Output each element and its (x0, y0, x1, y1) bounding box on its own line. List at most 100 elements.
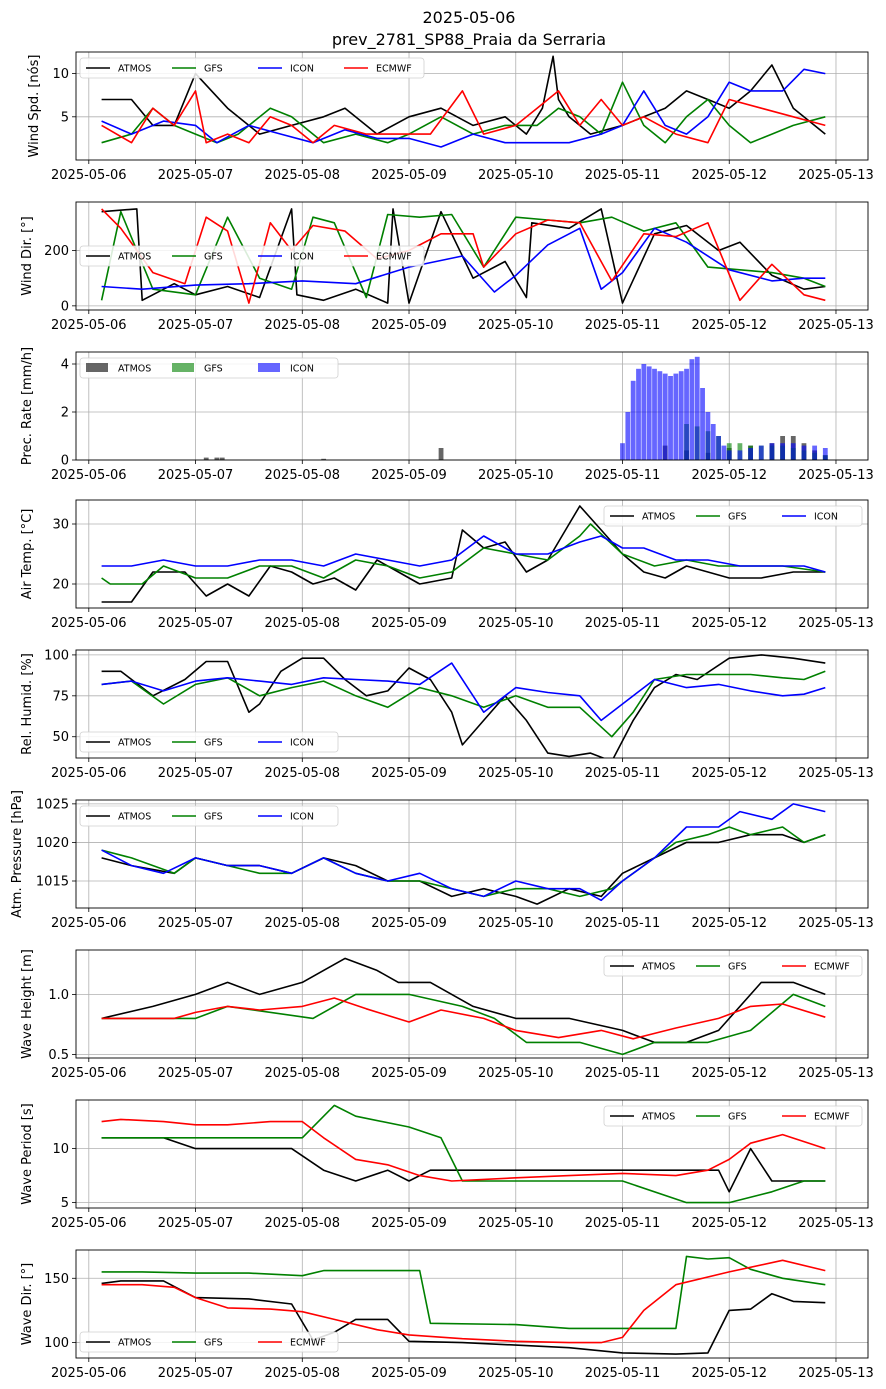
bar-icon (700, 388, 705, 460)
x-tick-label: 2025-05-10 (478, 1216, 554, 1231)
x-tick-label: 2025-05-12 (691, 168, 767, 183)
x-tick-label: 2025-05-06 (51, 1366, 127, 1381)
x-tick-label: 2025-05-10 (478, 766, 554, 781)
bar-icon (673, 373, 679, 460)
bar-atmos (219, 457, 225, 460)
figure-title: 2025-05-06 (423, 8, 516, 27)
x-tick-label: 2025-05-06 (51, 168, 127, 183)
legend-label: ICON (290, 738, 314, 749)
x-tick-label: 2025-05-11 (585, 468, 661, 483)
x-tick-label: 2025-05-10 (478, 1366, 554, 1381)
plot-area (101, 505, 826, 603)
x-tick-label: 2025-05-12 (691, 916, 767, 931)
legend-label: GFS (204, 738, 223, 749)
axes-frame (75, 201, 869, 311)
x-tick-label: 2025-05-12 (691, 1216, 767, 1231)
legend-box (79, 245, 425, 267)
subplot-9: 2025-05-06 2025-05-07 2025-05-08 2025-05-09… (20, 1249, 874, 1381)
bar-icon (780, 443, 786, 460)
x-tick-label: 2025-05-07 (158, 766, 234, 781)
legend-label: ICON (290, 812, 314, 823)
y-axis-label: Air Temp. [°C] (20, 509, 35, 600)
plot-area (101, 803, 826, 905)
bar-atmos (203, 457, 209, 460)
axes-frame (75, 1099, 869, 1209)
bar-atmos (214, 457, 220, 460)
y-tick-label: 100 (44, 648, 69, 663)
bar-icon (636, 368, 641, 460)
x-tick-label: 2025-05-13 (798, 1216, 874, 1231)
x-tick-label: 2025-05-10 (478, 168, 554, 183)
legend-label: ATMOS (118, 64, 151, 75)
bar-icon (801, 445, 807, 460)
axes-frame (75, 799, 869, 909)
legend-label: ATMOS (118, 1338, 151, 1349)
subplot-7: 2025-05-06 2025-05-07 2025-05-08 2025-05-09… (20, 949, 874, 1081)
x-tick-label: 2025-05-13 (798, 616, 874, 631)
x-tick-label: 2025-05-08 (265, 468, 341, 483)
y-tick-label: 0 (61, 454, 69, 469)
x-tick-label: 2025-05-11 (585, 168, 661, 183)
x-tick-label: 2025-05-13 (798, 318, 874, 333)
series-line-icon (101, 68, 826, 148)
x-tick-label: 2025-05-12 (691, 766, 767, 781)
legend: ATMOS GFS ICON (79, 731, 339, 753)
x-tick-label: 2025-05-10 (478, 1066, 554, 1081)
series-line-atmos (101, 505, 826, 603)
x-tick-label: 2025-05-06 (51, 468, 127, 483)
x-tick-label: 2025-05-13 (798, 766, 874, 781)
x-tick-label: 2025-05-09 (371, 616, 447, 631)
y-tick-label: 50 (52, 730, 69, 745)
y-tick-label: 5 (61, 110, 69, 125)
x-tick-label: 2025-05-06 (51, 318, 127, 333)
legend-label: GFS (204, 1338, 223, 1349)
bar-icon (689, 359, 695, 460)
series-line-atmos (101, 208, 826, 304)
subplot-6: 2025-05-06 2025-05-07 2025-05-08 2025-05-09… (10, 790, 874, 931)
x-tick-label: 2025-05-11 (585, 1366, 661, 1381)
x-tick-label: 2025-05-10 (478, 916, 554, 931)
subplot-2: 2025-05-06 2025-05-07 2025-05-08 2025-05-09… (20, 201, 874, 333)
x-tick-label: 2025-05-09 (371, 916, 447, 931)
legend-box (603, 1105, 863, 1127)
subplot-8: 2025-05-06 2025-05-07 2025-05-08 2025-05-09… (20, 1099, 874, 1231)
subplot-4: 2025-05-06 2025-05-07 2025-05-08 2025-05-09… (20, 499, 874, 631)
legend-box (603, 955, 863, 977)
plot-area (203, 356, 828, 460)
x-tick-label: 2025-05-13 (798, 1366, 874, 1381)
legend: ATMOS GFS ECMWF (603, 1105, 863, 1127)
legend-label: GFS (728, 512, 747, 523)
bar-atmos (438, 448, 444, 460)
series-line-ecmwf (101, 208, 826, 304)
bar-icon (758, 445, 764, 460)
legend-box (79, 731, 339, 753)
y-axis-label: Wind Spd. [nós] (27, 55, 42, 158)
bar-icon (822, 448, 828, 460)
y-tick-label: 1015 (36, 875, 69, 890)
legend: ATMOS GFS ICON ECMWF (79, 245, 425, 267)
legend-label: GFS (204, 364, 223, 375)
bar-icon (769, 443, 775, 460)
y-tick-label: 0 (61, 299, 69, 314)
bar-icon (726, 450, 732, 460)
x-tick-label: 2025-05-13 (798, 916, 874, 931)
legend-label: ICON (814, 512, 838, 523)
x-tick-label: 2025-05-09 (371, 168, 447, 183)
x-tick-label: 2025-05-07 (158, 1216, 234, 1231)
legend-swatch (172, 363, 194, 372)
legend-label: ATMOS (642, 512, 675, 523)
bar-icon (630, 380, 636, 460)
y-axis-label: Prec. Rate [mm/h] (20, 347, 35, 465)
bar-icon (652, 368, 657, 460)
y-axis-label: Wave Dir. [°] (20, 1263, 35, 1346)
series-line-gfs (101, 1104, 826, 1204)
series-line-icon (101, 227, 826, 293)
x-tick-label: 2025-05-09 (371, 1066, 447, 1081)
bar-icon (721, 445, 727, 460)
x-tick-label: 2025-05-08 (265, 766, 341, 781)
y-axis-label: Wave Height [m] (20, 949, 35, 1059)
figure-subtitle: prev_2781_SP88_Praia da Serraria (332, 30, 606, 50)
series-line-gfs (101, 1255, 826, 1330)
axes-frame (75, 351, 869, 461)
y-tick-label: 10 (52, 67, 69, 82)
